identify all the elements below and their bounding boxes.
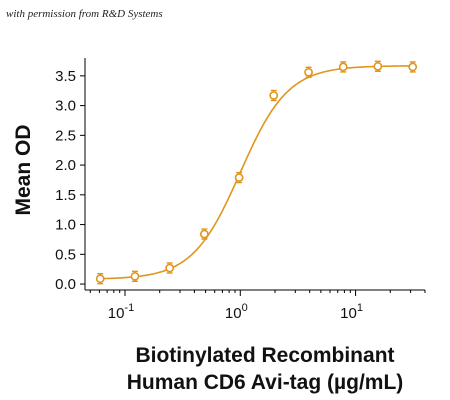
x-tick-labels: 10-1 100 101 — [108, 302, 363, 322]
point-marker — [234, 173, 244, 182]
data-point — [130, 270, 140, 283]
point-marker — [338, 62, 348, 72]
y-tick-label: 1.5 — [55, 187, 76, 204]
y-tick-labels: 0.0 0.5 1.0 1.5 2.0 2.5 3.0 3.5 — [55, 68, 76, 293]
x-axis-label-line2: Human CD6 Avi-tag (µg/mL) — [127, 371, 404, 394]
x-tick-label: 100 — [225, 302, 248, 322]
point-marker — [199, 229, 209, 239]
data-point — [304, 66, 313, 78]
point-marker — [95, 274, 105, 284]
data-point — [234, 171, 244, 184]
data-point — [95, 272, 105, 285]
data-point — [269, 89, 279, 102]
watermark-text: with permission from R&D Systems — [6, 8, 163, 20]
y-tick-label: 3.0 — [55, 98, 76, 115]
point-marker — [130, 271, 140, 281]
x-axis-label-line1: Biotinylated Recombinant — [135, 344, 394, 367]
y-tick-label: 3.5 — [55, 68, 76, 85]
data-point — [373, 60, 383, 73]
y-tick-label: 1.0 — [55, 217, 76, 234]
data-point — [338, 61, 348, 73]
fit-curve — [100, 65, 413, 280]
y-tick-label: 0.0 — [55, 276, 76, 293]
y-tick-label: 0.5 — [55, 246, 76, 263]
x-tick-label: 10-1 — [108, 302, 134, 322]
x-tick-label: 101 — [340, 302, 363, 322]
y-tick-label: 2.5 — [55, 127, 76, 144]
point-marker — [165, 263, 175, 273]
data-point — [165, 262, 175, 274]
data-point — [408, 61, 418, 73]
y-axis-label: Mean OD — [12, 124, 35, 215]
point-marker — [269, 91, 279, 100]
data-points — [95, 60, 418, 285]
point-marker — [304, 67, 313, 77]
axes — [80, 58, 426, 296]
point-marker — [373, 61, 383, 71]
y-tick-label: 2.0 — [55, 157, 76, 174]
point-marker — [408, 62, 418, 72]
data-point — [199, 228, 209, 240]
